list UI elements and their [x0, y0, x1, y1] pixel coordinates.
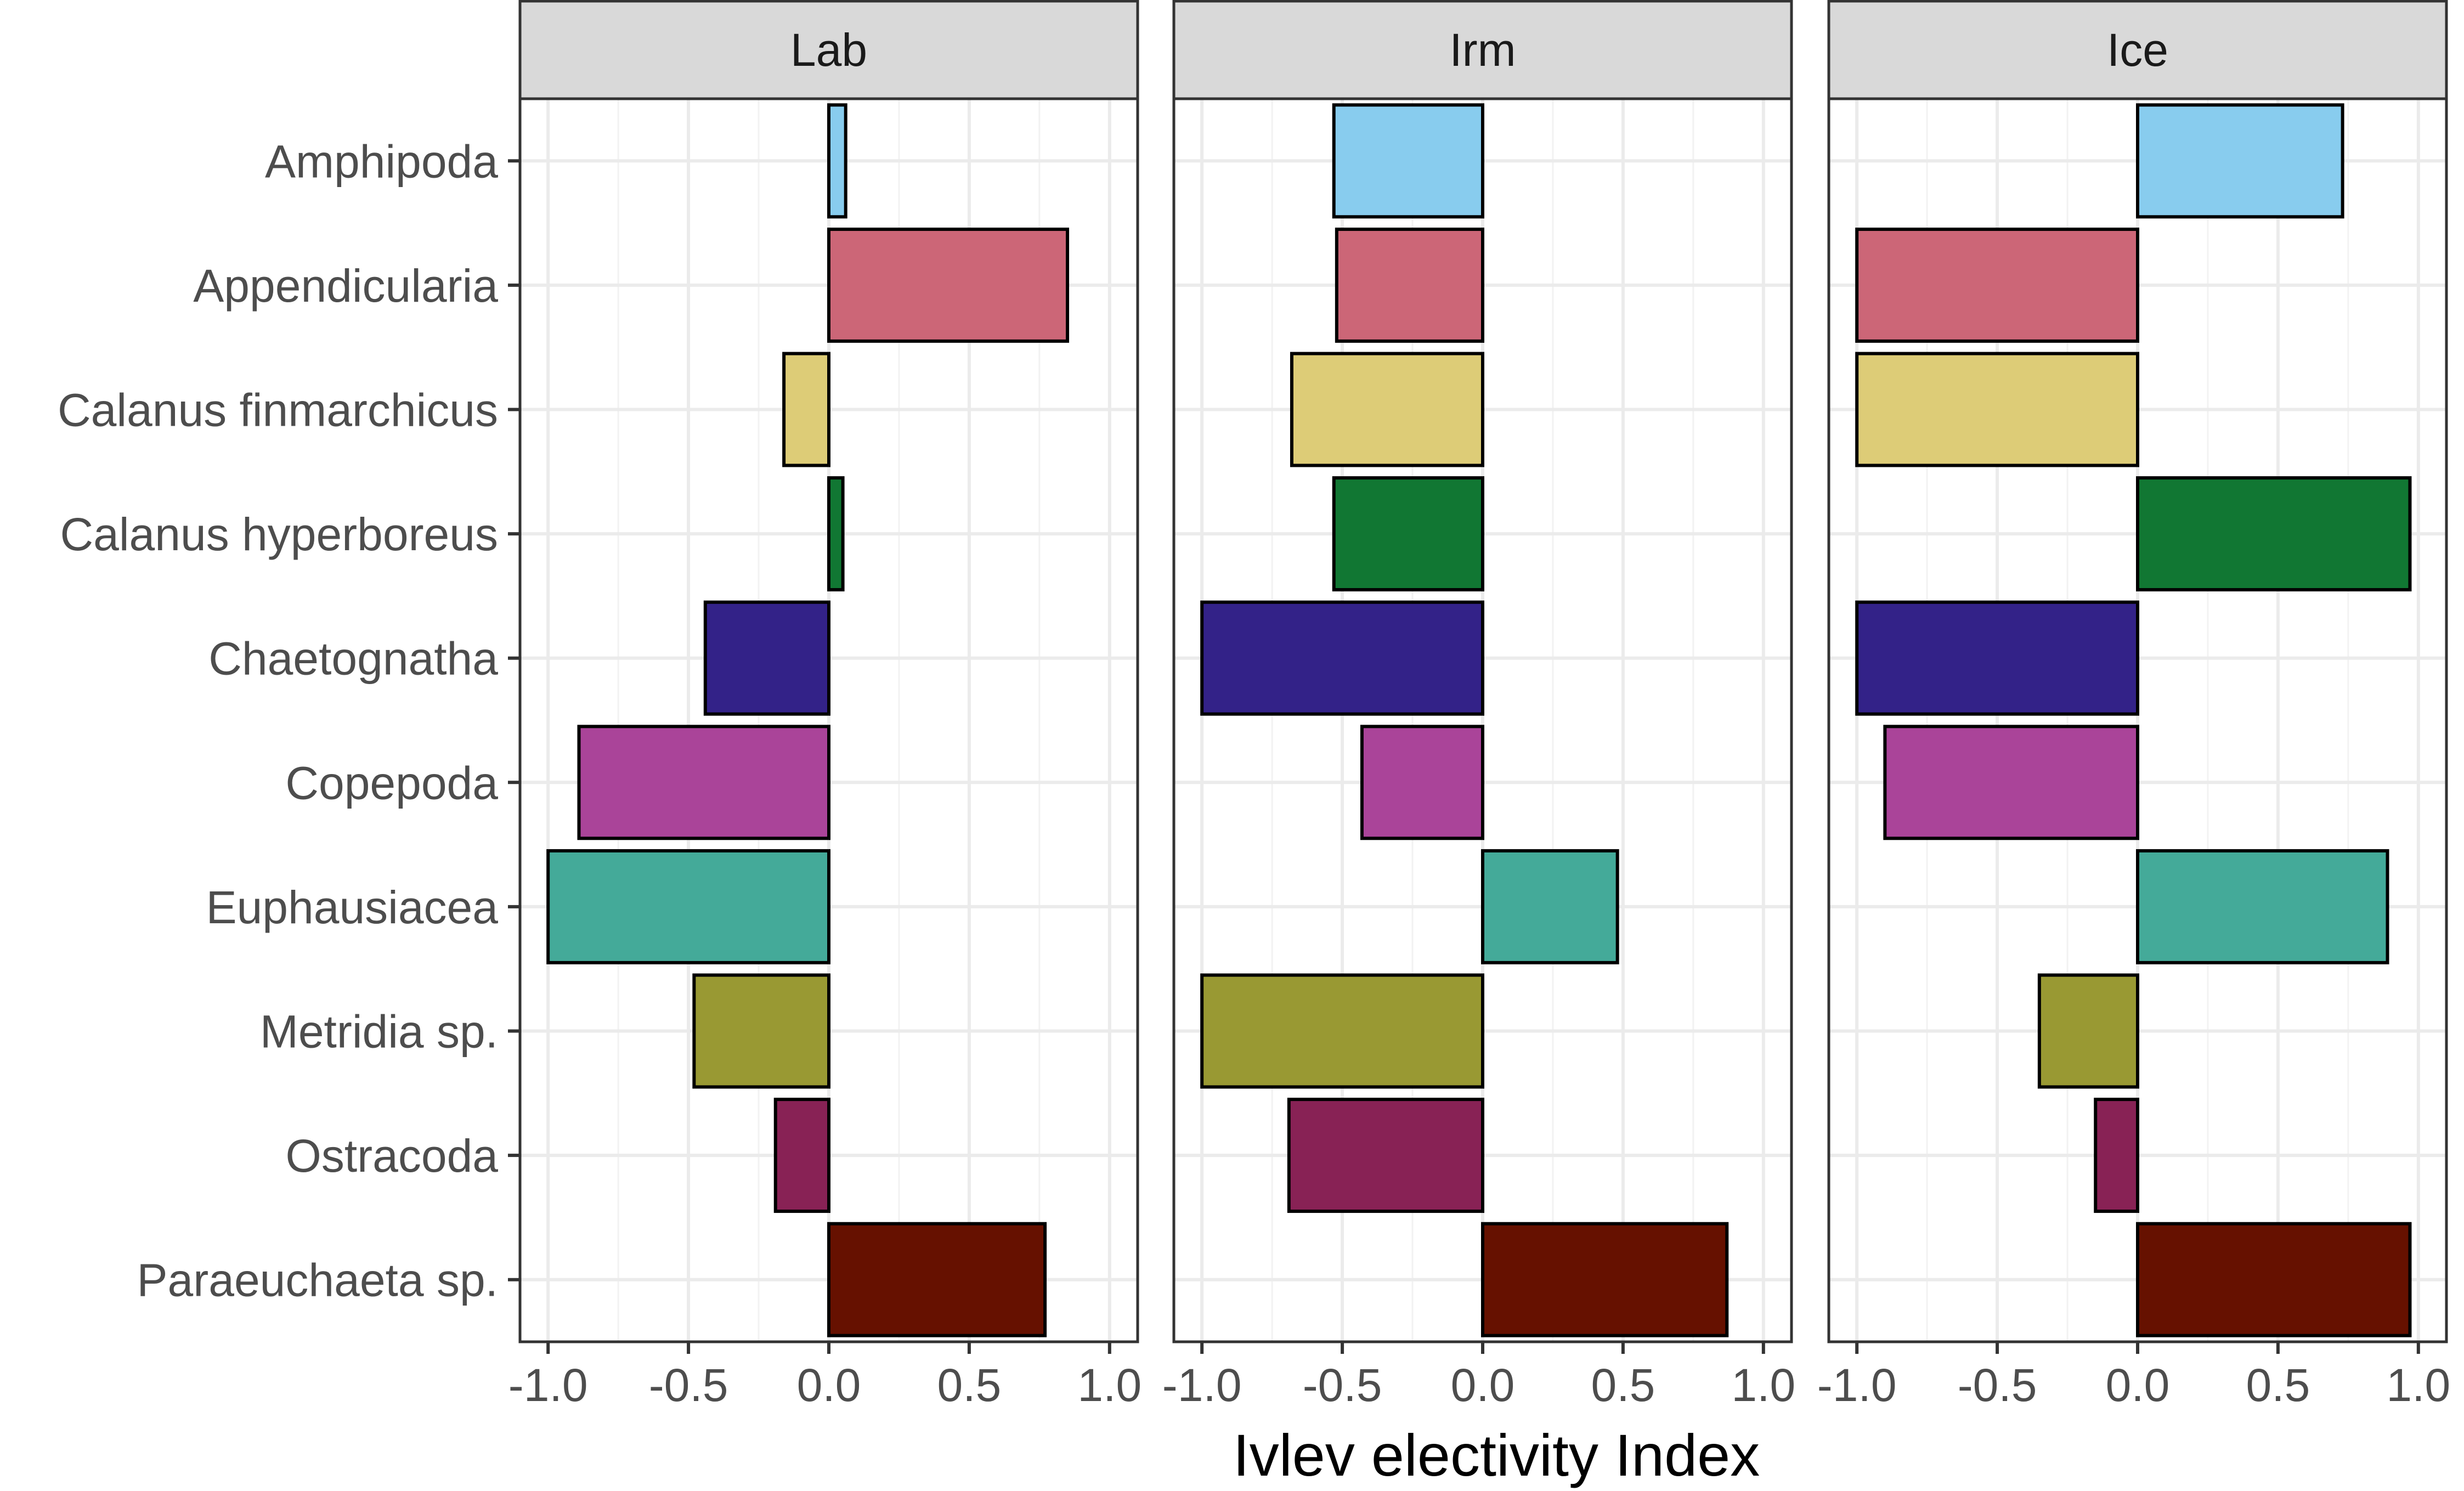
x-tick-label: 0.5 [937, 1359, 1002, 1411]
x-tick-label: -1.0 [508, 1359, 588, 1411]
bar-ice-paraeuchaeta-sp [2136, 1222, 2412, 1337]
bar-lab-paraeuchaeta-sp [827, 1222, 1047, 1337]
y-tick-label-calanus-finmarchicus: Calanus finmarchicus [58, 385, 498, 436]
x-tick-label: 1.0 [1077, 1359, 1141, 1411]
x-tick-label: -0.5 [1958, 1359, 2037, 1411]
y-tick-label-appendicularia: Appendicularia [193, 260, 498, 312]
x-tick-label: 1.0 [1731, 1359, 1795, 1411]
x-tick-label: -1.0 [1162, 1359, 1242, 1411]
x-tick-label: 0.0 [2106, 1359, 2170, 1411]
x-tick-label: 0.0 [1451, 1359, 1515, 1411]
facet-strip [1827, 0, 2448, 100]
y-tick-label-euphausiacea: Euphausiacea [206, 882, 499, 933]
y-tick-label-copepoda: Copepoda [285, 757, 498, 809]
bar-lab-ostracoda [773, 1098, 830, 1213]
bar-irm-appendicularia [1335, 227, 1484, 343]
bar-ice-appendicularia [1855, 227, 2140, 343]
x-tick-label: 0.0 [797, 1359, 861, 1411]
x-tick-label: -0.5 [649, 1359, 728, 1411]
bar-lab-copepoda [577, 725, 830, 840]
bar-irm-paraeuchaeta-sp [1481, 1222, 1729, 1337]
facet-strip [518, 0, 1139, 100]
facet-strip [1172, 0, 1793, 100]
x-tick-label: 0.5 [2246, 1359, 2310, 1411]
bar-irm-chaetognatha [1200, 600, 1485, 716]
bar-ice-calanus-hyperboreus [2136, 476, 2412, 592]
x-axis-title: Ivlev electivity Index [1233, 1422, 1760, 1488]
facet-strip-label-irm: Irm [1449, 24, 1516, 76]
facet-panel-irm: Irm -1.0 -0.5 0.0 0.5 1.0 [1162, 0, 1795, 1411]
bar-irm-amphipoda [1332, 103, 1484, 219]
y-tick-label-metridia-sp: Metridia sp. [260, 1006, 498, 1058]
x-tick-label: 0.5 [1591, 1359, 1655, 1411]
bar-irm-metridia-sp [1200, 973, 1485, 1089]
bar-lab-chaetognatha [703, 600, 831, 716]
bar-irm-calanus-hyperboreus [1332, 476, 1484, 592]
bar-lab-calanus-finmarchicus [782, 352, 831, 467]
facet-panel-lab: Lab -1.0 -0.5 0.0 0.5 1.0 [508, 0, 1141, 1411]
bar-ice-euphausiacea [2136, 849, 2389, 964]
facet-strip-label-ice: Ice [2107, 24, 2168, 76]
y-tick-label-ostracoda: Ostracoda [285, 1130, 498, 1182]
y-tick-label-chaetognatha: Chaetognatha [208, 633, 498, 685]
bar-irm-calanus-finmarchicus [1290, 352, 1484, 467]
bar-lab-euphausiacea [546, 849, 830, 964]
bar-lab-calanus-hyperboreus [827, 476, 845, 592]
bar-ice-metridia-sp [2037, 973, 2139, 1089]
y-tick-label-calanus-hyperboreus: Calanus hyperboreus [60, 509, 499, 560]
bar-lab-amphipoda [827, 103, 847, 219]
bar-irm-ostracoda [1287, 1098, 1484, 1213]
bar-lab-appendicularia [827, 227, 1070, 343]
bar-irm-copepoda [1360, 725, 1485, 840]
bar-ice-ostracoda [2094, 1098, 2140, 1213]
x-tick-label: -0.5 [1303, 1359, 1382, 1411]
bar-ice-calanus-finmarchicus [1855, 352, 2140, 467]
y-axis-category-labels: Amphipoda Appendicularia Calanus finmarchi… [58, 135, 520, 1306]
facet-strip-label-lab: Lab [790, 24, 867, 76]
bar-ice-chaetognatha [1855, 600, 2140, 716]
bar-ice-copepoda [1883, 725, 2139, 840]
x-tick-label: 1.0 [2386, 1359, 2450, 1411]
bar-ice-amphipoda [2136, 103, 2344, 219]
facet-panel-ice: Ice -1.0 -0.5 0.0 0.5 1.0 [1817, 0, 2450, 1411]
bar-irm-euphausiacea [1481, 849, 1619, 964]
facet-panels: Lab -1.0 -0.5 0.0 0.5 1.0 Irm -1.0 -0.5 0.0 0.5 1.0… [508, 0, 2450, 1411]
x-tick-label: -1.0 [1817, 1359, 1897, 1411]
y-tick-label-amphipoda: Amphipoda [265, 135, 498, 187]
y-tick-label-paraeuchaeta-sp: Paraeuchaeta sp. [137, 1255, 498, 1306]
bar-lab-metridia-sp [692, 973, 830, 1089]
